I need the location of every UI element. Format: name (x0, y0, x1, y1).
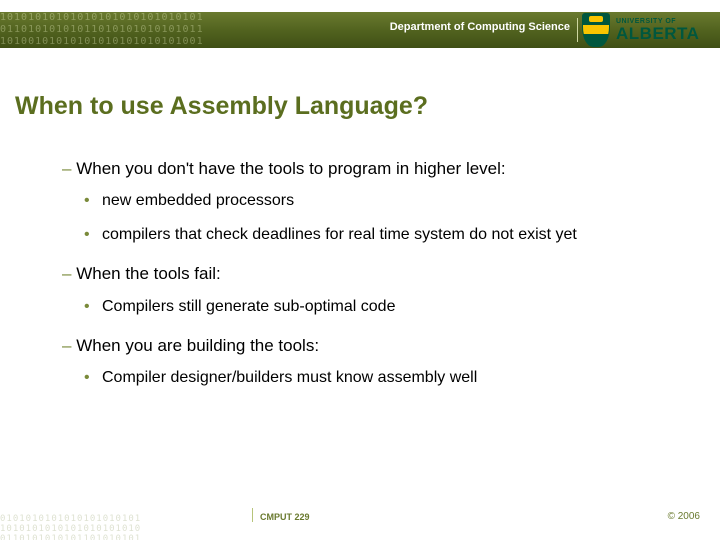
bullet-item: new embedded processors (84, 191, 662, 211)
footer-separator (252, 508, 253, 522)
dash-marker: – (62, 264, 76, 283)
university-logo: UNIVERSITY OF ALBERTA (582, 6, 710, 54)
bullet-item: Compiler designer/builders must know ass… (84, 368, 662, 388)
dash-text: When you are building the tools: (76, 336, 319, 355)
dash-marker: – (62, 336, 76, 355)
copyright: © 2006 (668, 511, 700, 522)
university-wordmark: UNIVERSITY OF ALBERTA (616, 18, 699, 42)
bullet-item: compilers that check deadlines for real … (84, 225, 662, 245)
department-label: Department of Computing Science (390, 21, 570, 33)
shield-icon (582, 13, 610, 47)
bullet-item: Compilers still generate sub-optimal cod… (84, 297, 662, 317)
course-code: CMPUT 229 (260, 512, 310, 522)
header-binary-pattern: 10101010101010101010101010101 0110101010… (0, 12, 280, 48)
slide-title: When to use Assembly Language? (15, 92, 428, 121)
bullet-list: new embedded processors compilers that c… (84, 191, 662, 245)
bullet-list: Compilers still generate sub-optimal cod… (84, 297, 662, 317)
dash-item: – When you are building the tools: (62, 335, 662, 356)
bullet-list: Compiler designer/builders must know ass… (84, 368, 662, 388)
dash-marker: – (62, 159, 76, 178)
dash-item: – When the tools fail: (62, 263, 662, 284)
slide-content: – When you don't have the tools to progr… (62, 158, 662, 406)
dash-text: When you don't have the tools to program… (76, 159, 505, 178)
dash-text: When the tools fail: (76, 264, 221, 283)
footer-binary-pattern: 0101010101010101010101 10101010101010101… (0, 514, 220, 540)
dash-item: – When you don't have the tools to progr… (62, 158, 662, 179)
header-separator (577, 18, 578, 42)
university-name: ALBERTA (616, 25, 699, 42)
